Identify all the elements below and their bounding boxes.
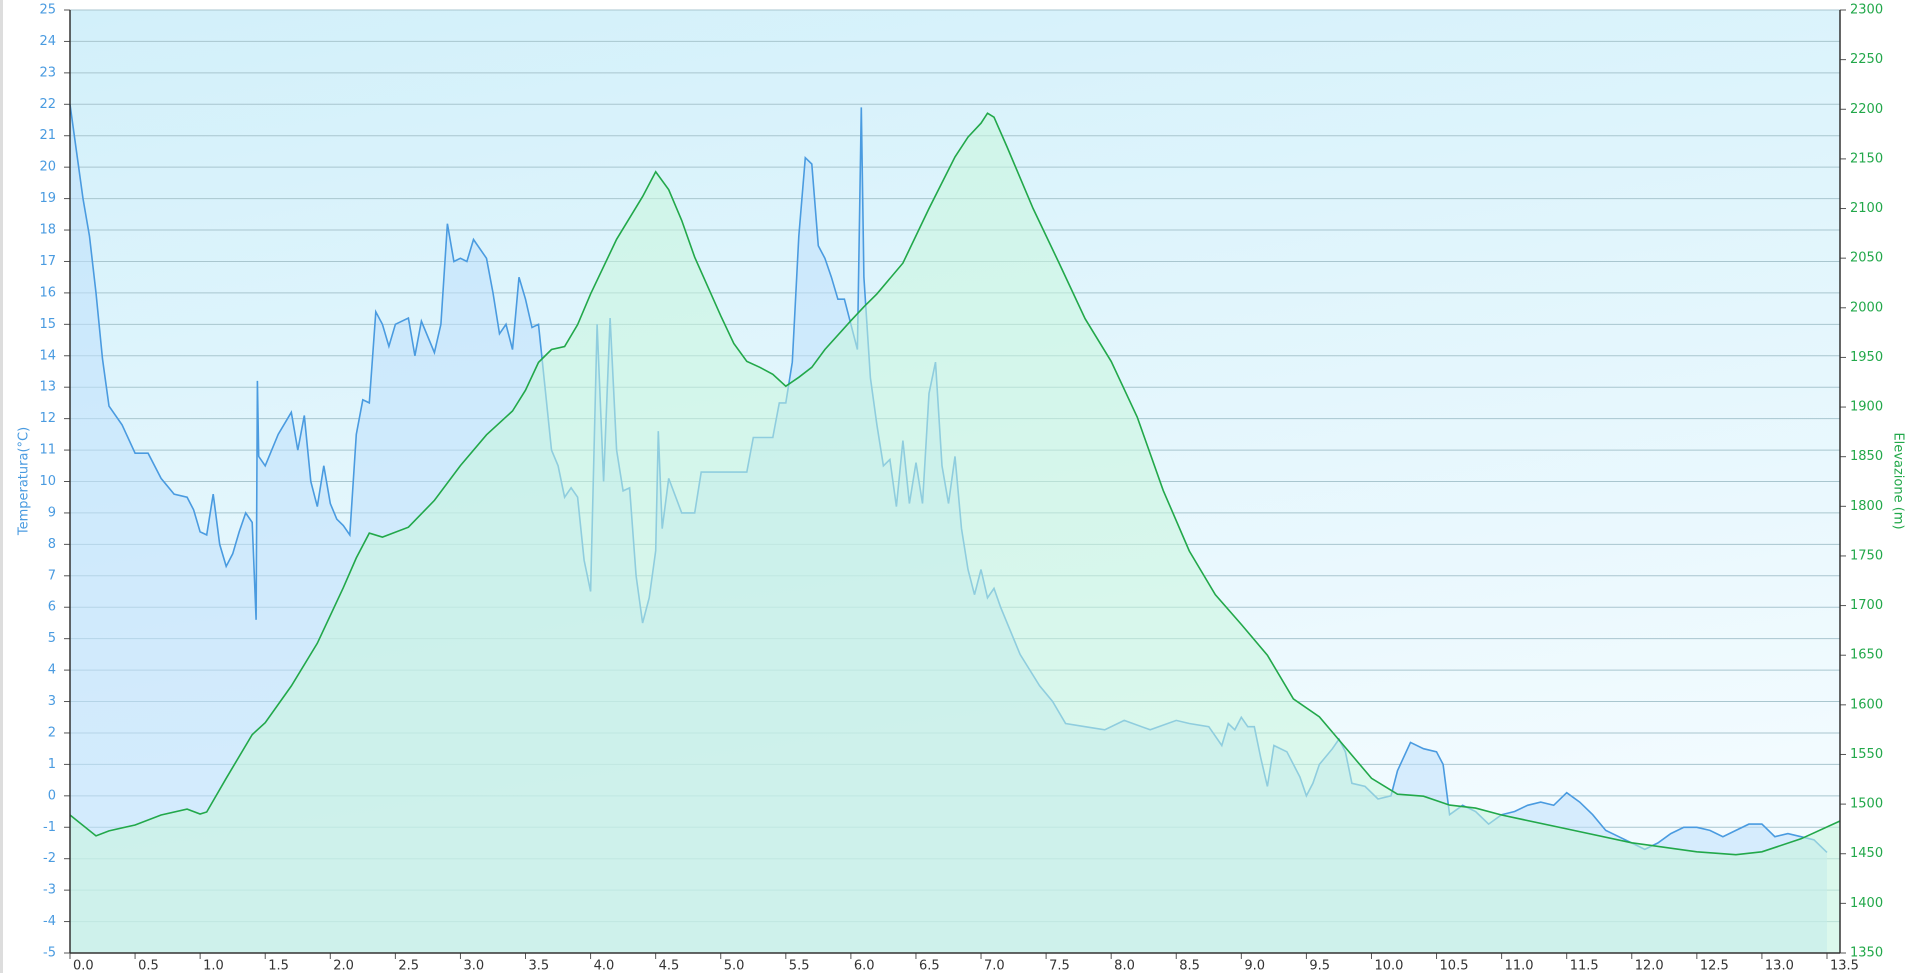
y2-tick-label: 2000	[1850, 300, 1883, 315]
y2-tick-label: 1500	[1850, 797, 1883, 812]
x-tick-label: 2.5	[398, 959, 419, 973]
x-tick-label: 9.5	[1309, 959, 1330, 973]
y-tick-label: 3	[48, 694, 56, 709]
x-tick-label: 9.0	[1244, 959, 1265, 973]
y2-tick-label: 1450	[1850, 846, 1883, 861]
y2-axis-title: Elevazione (m)	[1891, 432, 1906, 529]
y-tick-label: 5	[48, 631, 56, 646]
x-tick-label: 7.5	[1049, 959, 1070, 973]
x-tick-label: 4.5	[659, 959, 680, 973]
x-tick-label: 6.0	[854, 959, 875, 973]
y-tick-label: -1	[43, 820, 56, 835]
line	[69, 104, 1828, 853]
y-tick-label: 8	[48, 537, 56, 552]
y2-tick-label: 1650	[1850, 648, 1883, 663]
y-tick-label: 14	[39, 348, 56, 363]
y2-tick-label: 2250	[1850, 52, 1883, 67]
y-tick-label: 6	[48, 600, 56, 615]
y-tick-label: 9	[48, 505, 56, 520]
y-tick-label: 10	[39, 474, 56, 489]
y-tick-label: 13	[39, 380, 56, 395]
y-tick-label: 2	[48, 725, 56, 740]
edge	[0, 0, 3, 973]
x-tick-label: 0.5	[138, 959, 159, 973]
y2-tick-label: 1550	[1850, 747, 1883, 762]
y2-tick-label: 1750	[1850, 548, 1883, 563]
y-tick-label: 0	[48, 788, 56, 803]
y2-tick-label: 1950	[1850, 350, 1883, 365]
x-tick-label: 3.0	[463, 959, 484, 973]
y-tick-label: -2	[43, 851, 56, 866]
y-tick-label: 18	[39, 223, 56, 238]
x-tick-label: 2.0	[333, 959, 354, 973]
y-tick-label: 7	[48, 568, 56, 583]
y-tick-label: 16	[39, 285, 56, 300]
y-tick-label: 20	[39, 160, 56, 175]
x-tick-label: 10.0	[1374, 959, 1403, 973]
y2-tick-label: 1850	[1850, 449, 1883, 464]
y-tick-label: -4	[43, 914, 56, 929]
y-tick-label: 11	[39, 443, 56, 458]
x-tick-label: 7.0	[984, 959, 1005, 973]
x-tick-label: 13.5	[1830, 959, 1859, 973]
y-tick-label: 23	[39, 65, 56, 80]
x-tick-label: 5.0	[724, 959, 745, 973]
x-tick-label: 11.5	[1570, 959, 1599, 973]
x-tick-label: 8.5	[1179, 959, 1200, 973]
y-tick-label: 24	[39, 34, 56, 49]
x-tick-label: 5.5	[789, 959, 810, 973]
y-tick-label: 15	[39, 317, 56, 332]
x-tick-label: 3.5	[529, 959, 550, 973]
x-tick-label: 12.5	[1700, 959, 1729, 973]
y-tick-label: 12	[39, 411, 56, 426]
y2-tick-label: 2150	[1850, 151, 1883, 166]
y-tick-label: 22	[39, 97, 56, 112]
x-tick-label: 0.0	[73, 959, 94, 973]
y2-tick-label: 1600	[1850, 697, 1883, 712]
line	[69, 112, 1841, 856]
y2-tick-label: 2100	[1850, 201, 1883, 216]
y-tick-label: 21	[39, 128, 56, 143]
y-tick-label: -5	[43, 946, 56, 961]
y-tick-label: 17	[39, 254, 56, 269]
y2-tick-label: 1350	[1850, 946, 1883, 961]
y-tick-label: 4	[48, 663, 56, 678]
y2-tick-label: 1900	[1850, 400, 1883, 415]
y2-tick-label: 2200	[1850, 102, 1883, 117]
x-tick-label: 12.0	[1635, 959, 1664, 973]
y2-tick-label: 1400	[1850, 896, 1883, 911]
x-tick-label: 1.5	[268, 959, 289, 973]
y2-tick-label: 1800	[1850, 499, 1883, 514]
area	[70, 113, 1840, 953]
y-tick-label: 19	[39, 191, 56, 206]
y2-tick-label: 2050	[1850, 251, 1883, 266]
y-tick-label: -3	[43, 883, 56, 898]
y-axis-title: Temperatura(°C)	[17, 427, 32, 536]
y-tick-label: 1	[48, 757, 56, 772]
x-tick-label: 1.0	[203, 959, 224, 973]
x-tick-label: 11.0	[1505, 959, 1534, 973]
y2-tick-label: 2300	[1850, 3, 1883, 18]
x-tick-label: 8.0	[1114, 959, 1135, 973]
x-tick-label: 6.5	[919, 959, 940, 973]
y-tick-label: 25	[39, 3, 56, 18]
x-tick-label: 13.0	[1765, 959, 1794, 973]
x-tick-label: 10.5	[1440, 959, 1469, 973]
y2-tick-label: 1700	[1850, 598, 1883, 613]
x-tick-label: 4.0	[594, 959, 615, 973]
